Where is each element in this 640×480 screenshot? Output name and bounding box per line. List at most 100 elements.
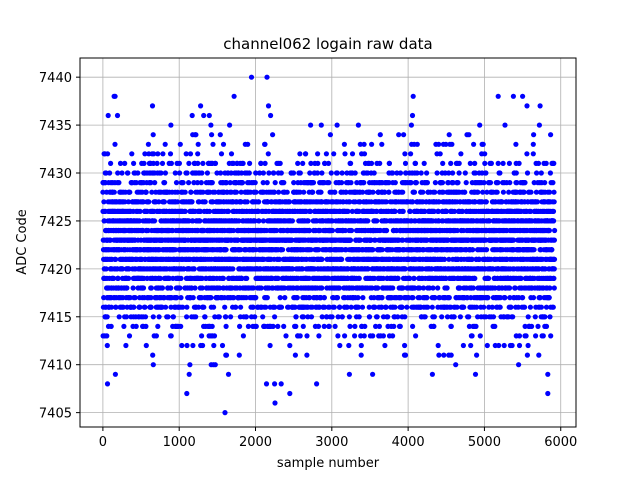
data-point <box>208 295 214 301</box>
data-point <box>297 170 303 176</box>
data-point <box>140 285 147 291</box>
data-point <box>349 227 355 234</box>
data-point <box>375 285 381 291</box>
data-point <box>457 314 463 320</box>
data-point <box>432 189 438 195</box>
data-point <box>188 189 194 195</box>
data-point <box>430 285 436 291</box>
data-point <box>127 295 133 301</box>
data-point <box>184 314 190 320</box>
data-point <box>170 314 176 320</box>
data-point <box>282 295 288 301</box>
data-point <box>101 218 107 224</box>
data-point <box>347 323 353 329</box>
data-point <box>401 132 407 138</box>
data-point <box>153 333 159 339</box>
data-point <box>124 285 130 291</box>
data-point <box>115 170 121 176</box>
data-point <box>150 352 156 358</box>
data-point <box>462 189 468 195</box>
data-point <box>402 314 408 320</box>
data-point <box>154 160 160 166</box>
data-point <box>431 314 437 320</box>
data-point <box>300 160 306 166</box>
data-point <box>392 304 398 310</box>
data-point <box>222 304 228 310</box>
data-point <box>187 362 193 368</box>
data-point <box>190 342 196 349</box>
data-point <box>132 295 138 301</box>
data-point <box>186 371 192 377</box>
data-point <box>271 170 277 176</box>
data-point <box>361 141 367 147</box>
data-point <box>207 208 213 214</box>
data-point <box>466 132 472 138</box>
data-point <box>278 381 284 387</box>
data-point <box>450 170 456 176</box>
data-point <box>390 333 396 339</box>
data-point <box>275 323 281 329</box>
data-point <box>156 314 162 320</box>
data-point <box>392 180 398 186</box>
data-point <box>189 112 195 119</box>
data-point <box>239 180 246 186</box>
data-point <box>281 323 287 329</box>
data-point <box>211 333 218 339</box>
data-point <box>274 227 280 234</box>
data-point <box>230 160 236 166</box>
data-point <box>137 304 143 310</box>
data-point <box>199 170 205 176</box>
data-point <box>326 323 332 329</box>
data-point <box>240 333 246 339</box>
data-point <box>227 180 233 186</box>
data-point <box>212 362 218 368</box>
data-point <box>115 275 121 281</box>
data-point <box>341 141 347 147</box>
data-point <box>111 189 117 195</box>
data-point <box>240 160 246 166</box>
data-point <box>195 151 201 157</box>
data-point <box>248 74 255 80</box>
data-point <box>199 285 205 291</box>
data-point <box>263 304 269 310</box>
data-point <box>182 208 188 214</box>
data-point <box>119 170 125 176</box>
data-point <box>436 352 442 358</box>
data-point <box>149 189 155 195</box>
data-point <box>228 314 234 320</box>
data-point <box>339 170 345 176</box>
data-point <box>158 170 164 176</box>
data-point <box>402 160 409 166</box>
data-point <box>365 218 371 224</box>
data-point <box>230 266 236 272</box>
data-point <box>283 333 289 339</box>
data-point <box>383 304 389 310</box>
data-point <box>462 170 468 176</box>
data-point <box>277 295 283 301</box>
data-point <box>161 199 167 205</box>
data-point <box>301 189 307 195</box>
data-point <box>218 151 225 157</box>
data-point <box>253 189 259 195</box>
data-point <box>399 304 405 310</box>
data-point <box>456 170 462 176</box>
data-point <box>125 170 131 176</box>
data-point <box>231 93 237 99</box>
data-point <box>272 304 278 310</box>
data-point <box>236 352 242 358</box>
data-point <box>184 390 190 397</box>
data-point <box>346 342 352 349</box>
data-point <box>258 285 264 291</box>
data-point <box>145 141 151 147</box>
data-point <box>148 285 154 291</box>
data-point <box>120 304 126 310</box>
data-point <box>397 170 404 176</box>
data-point <box>395 275 401 281</box>
data-point <box>178 275 184 281</box>
data-point <box>180 304 186 310</box>
data-point <box>210 141 216 147</box>
data-point <box>112 141 118 147</box>
data-point <box>421 160 427 166</box>
data-point <box>150 132 156 138</box>
data-point <box>260 170 266 176</box>
